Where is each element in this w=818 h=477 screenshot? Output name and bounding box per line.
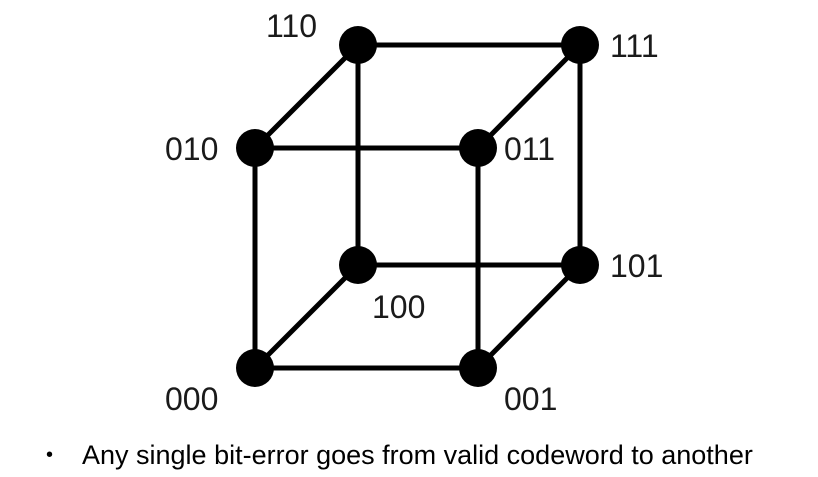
vertex-101 — [561, 246, 599, 284]
vertex-100 — [339, 246, 377, 284]
vertex-111 — [561, 26, 599, 64]
caption: • Any single bit-error goes from valid c… — [46, 440, 753, 471]
vertex-label-000: 000 — [165, 381, 218, 417]
vertex-001 — [459, 349, 497, 387]
vertex-110 — [339, 26, 377, 64]
vertex-000 — [236, 349, 274, 387]
vertex-label-010: 010 — [165, 131, 218, 167]
cube-vertices — [236, 26, 599, 387]
vertex-label-110: 110 — [266, 8, 317, 44]
vertex-label-100: 100 — [372, 289, 425, 325]
vertex-label-101: 101 — [610, 248, 663, 284]
cube-vertex-labels: 000 001 010 011 100 101 110 111 — [165, 8, 663, 417]
edge-011-111 — [475, 42, 583, 151]
hamming-cube-diagram: 000 001 010 011 100 101 110 111 — [165, 8, 663, 417]
bullet-point: • — [46, 444, 54, 466]
edge-010-110 — [252, 42, 361, 151]
cube-edges — [252, 42, 583, 371]
caption-text: Any single bit-error goes from valid cod… — [82, 440, 753, 470]
edge-001-101 — [475, 262, 583, 371]
vertex-label-011: 011 — [504, 131, 555, 167]
vertex-label-111: 111 — [610, 28, 659, 64]
edge-000-100 — [252, 262, 361, 371]
vertex-label-001: 001 — [504, 381, 557, 417]
vertex-011 — [459, 129, 497, 167]
vertex-010 — [236, 129, 274, 167]
